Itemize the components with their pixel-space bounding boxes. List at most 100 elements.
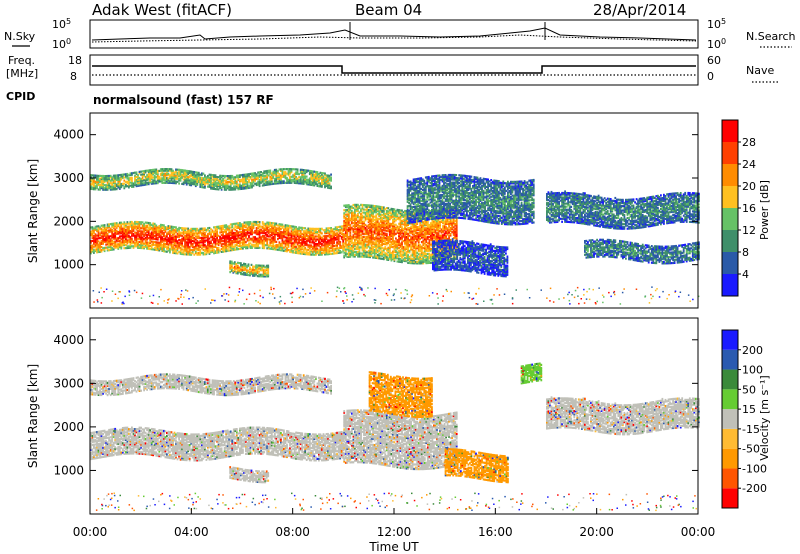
- scatter-cell: [191, 236, 194, 240]
- scatter-cell: [126, 246, 129, 250]
- scatter-cell: [259, 264, 262, 267]
- scatter-cell: [161, 224, 164, 227]
- scatter-cell: [140, 239, 142, 242]
- scatter-cell: [240, 246, 243, 249]
- scatter-cell: [158, 249, 161, 252]
- scatter-cell: [90, 246, 92, 249]
- scatter-cell: [187, 229, 190, 232]
- scatter-cell: [207, 242, 209, 245]
- scatter-cell: [94, 234, 97, 237]
- scatter-cell: [190, 232, 193, 235]
- scatter-cell: [103, 225, 106, 228]
- scatter-cell: [131, 245, 133, 248]
- scatter-cell: [298, 176, 300, 179]
- scatter-cell: [93, 239, 95, 242]
- scatter-cell: [246, 245, 249, 248]
- scatter-cell: [248, 243, 250, 247]
- scatter-cell: [190, 230, 193, 233]
- scatter-cell: [213, 239, 215, 243]
- scatter-cell: [91, 245, 94, 249]
- scatter-cell: [366, 236, 368, 239]
- scatter-cell: [283, 240, 285, 243]
- scatter-cell: [229, 243, 232, 246]
- scatter-cell: [121, 242, 124, 245]
- scatter-cell: [135, 228, 138, 231]
- scatter-cell: [205, 230, 208, 233]
- scatter-cell: [153, 248, 156, 251]
- scatter-cell: [181, 243, 183, 246]
- scatter-cell: [131, 237, 133, 240]
- scatter-cell: [258, 221, 261, 224]
- scatter-cell: [170, 239, 173, 242]
- scatter-cell: [114, 225, 117, 228]
- scatter-cell: [246, 224, 249, 227]
- scatter-cell: [147, 244, 150, 247]
- scatter-cell: [237, 245, 240, 248]
- scatter-cell: [239, 247, 241, 250]
- scatter-cell: [373, 218, 376, 221]
- scatter-cell: [135, 225, 138, 228]
- scatter-cell: [166, 250, 168, 253]
- scatter-cell: [100, 235, 103, 238]
- scatter-cell: [381, 250, 384, 253]
- scatter-cell: [100, 224, 103, 227]
- scatter-cell: [150, 223, 153, 226]
- scatter-cell: [109, 242, 112, 245]
- scatter-cell: [237, 223, 240, 226]
- scatter-cell: [146, 246, 148, 249]
- scatter-cell: [156, 226, 159, 229]
- scatter-cell: [396, 260, 399, 263]
- scatter-cell: [235, 227, 238, 230]
- scatter-cell: [222, 235, 224, 238]
- scatter-cell: [252, 236, 255, 239]
- scatter-cell: [207, 246, 209, 249]
- scatter-cell: [214, 230, 217, 233]
- scatter-cell: [176, 240, 179, 243]
- scatter-cell: [321, 172, 323, 175]
- scatter-cell: [217, 225, 220, 228]
- scatter-cell: [185, 247, 188, 250]
- noise-left-tick-top: 105: [52, 17, 71, 31]
- scatter-cell: [207, 245, 209, 248]
- scatter-cell: [197, 244, 200, 247]
- scatter-cell: [239, 234, 241, 237]
- scatter-cell: [228, 235, 231, 238]
- scatter-cell: [109, 230, 112, 233]
- scatter-cell: [175, 250, 177, 253]
- scatter-cell: [106, 243, 109, 246]
- noise-search-label: N.Search: [746, 30, 796, 43]
- scatter-cell: [205, 228, 208, 231]
- scatter-cell: [214, 244, 217, 247]
- scatter-cell: [153, 225, 156, 228]
- scatter-cell: [213, 226, 215, 229]
- scatter-cell: [149, 247, 152, 251]
- scatter-cell: [176, 235, 179, 238]
- scatter-cell: [283, 225, 285, 228]
- scatter-cell: [161, 225, 164, 228]
- scatter-cell: [149, 226, 152, 229]
- scatter-cell: [100, 230, 103, 233]
- scatter-cell: [184, 244, 186, 247]
- scatter-cell: [173, 226, 176, 229]
- scatter-cell: [115, 238, 118, 241]
- scatter-cell: [219, 249, 221, 252]
- scatter-cell: [146, 226, 148, 229]
- scatter-cell: [235, 243, 238, 246]
- scatter-cell: [102, 248, 104, 251]
- scatter-cell: [178, 226, 180, 229]
- scatter-cell: [305, 228, 308, 232]
- scatter-cell: [109, 227, 112, 230]
- scatter-cell: [210, 235, 212, 238]
- scatter-cell: [199, 239, 202, 242]
- scatter-cell: [134, 227, 136, 230]
- scatter-cell: [135, 245, 138, 248]
- scatter-cell: [108, 235, 110, 238]
- scatter-cell: [105, 240, 107, 243]
- scatter-cell: [138, 230, 141, 233]
- scatter-cell: [184, 247, 186, 250]
- scatter-cell: [149, 232, 152, 235]
- scatter-cell: [120, 244, 123, 247]
- scatter-cell: [175, 226, 177, 229]
- scatter-cell: [175, 227, 177, 231]
- scatter-cell: [196, 247, 199, 250]
